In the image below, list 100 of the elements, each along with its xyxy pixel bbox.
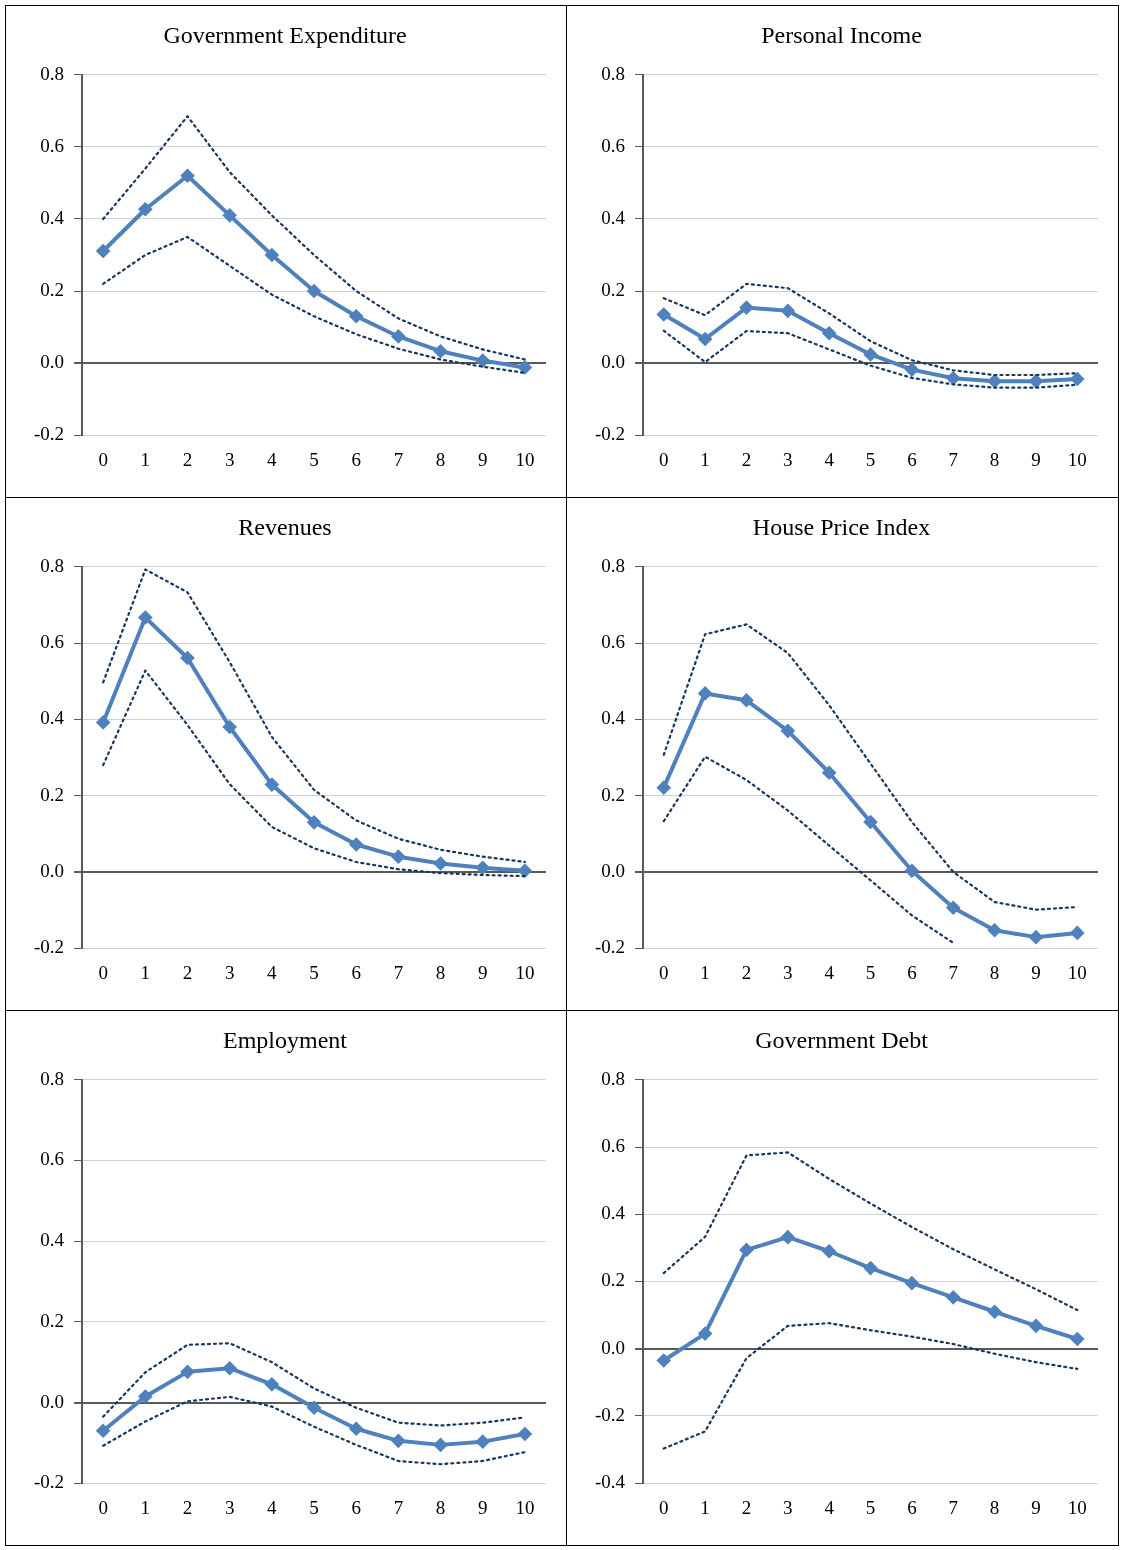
x-tick-label: 2 [741,1496,752,1518]
y-tick-label: 0.4 [601,707,626,729]
x-tick-label: 10 [515,961,535,983]
x-tick-label: 2 [182,1496,193,1518]
x-tick-label: 2 [182,961,193,983]
y-tick-label: 0.0 [40,859,65,881]
point [307,284,321,298]
point [1029,930,1043,944]
x-tick-label: 8 [435,961,446,983]
point [988,374,1002,388]
point [476,861,490,875]
x-tick-label: 0 [659,448,669,470]
x-tick-label: 1 [140,1496,151,1518]
y-tick-label: 0.8 [40,62,65,84]
x-tick-label: 5 [865,1496,876,1518]
x-tick-label: 1 [140,448,151,470]
y-tick-label: 0.8 [40,1067,65,1089]
point [138,611,152,625]
y-tick-label: 0.0 [601,1336,626,1358]
x-tick-label: 9 [477,961,488,983]
x-tick-label: 4 [267,448,278,470]
y-tick-label: 0.0 [40,351,65,373]
x-tick-label: 8 [989,961,1000,983]
y-tick-label: 0.0 [601,859,626,881]
y-tick-label: 0.8 [601,1067,626,1089]
point [657,781,671,795]
y-tick-label: 0.4 [40,206,65,228]
point [265,248,279,262]
point [1070,926,1084,940]
point [698,686,712,700]
x-tick-label: 7 [948,448,958,470]
x-tick-label: 1 [140,961,151,983]
x-tick-label: 10 [515,1496,535,1518]
x-tick-label: 10 [1067,1496,1087,1518]
y-tick-label: 0.6 [40,631,65,653]
point [946,901,960,915]
point [698,1327,712,1341]
y-tick-label: 0.4 [40,1229,65,1251]
line-series [662,755,955,944]
point [349,309,363,323]
x-tick-label: 8 [435,448,446,470]
chart-title: Government Debt [755,1026,929,1053]
x-tick-label: 6 [351,961,361,983]
x-tick-label: 0 [98,961,108,983]
x-tick-label: 6 [907,448,917,470]
point [946,371,960,385]
chart-title: Government Expenditure [163,21,407,48]
x-tick-label: 9 [477,1496,488,1518]
x-tick-label: 6 [351,448,361,470]
x-tick-label: 3 [783,448,793,470]
point [698,332,712,346]
y-tick-label: 0.2 [40,1309,65,1331]
point [518,1427,532,1441]
x-tick-label: 9 [1031,448,1041,470]
x-tick-label: 0 [659,961,669,983]
point [946,1290,960,1304]
x-tick-label: 8 [435,1496,446,1518]
point [476,1435,490,1449]
y-tick-label: 0.4 [601,206,626,228]
point [96,244,110,258]
point [1029,1319,1043,1333]
y-tick-label: -0.4 [595,1471,626,1493]
y-tick-label: 0.2 [40,279,65,301]
y-tick-label: 0.0 [40,1390,65,1412]
x-tick-label: 0 [98,1496,108,1518]
y-tick-label: 0.8 [601,554,626,576]
point [905,1276,919,1290]
chart-title: Employment [223,1026,348,1053]
x-tick-label: 3 [224,961,235,983]
x-tick-label: 3 [224,1496,235,1518]
point [349,837,363,851]
x-tick-label: 6 [351,1496,361,1518]
point [988,923,1002,937]
x-tick-label: 7 [393,448,404,470]
x-tick-label: 4 [824,448,835,470]
point [905,363,919,377]
point [822,326,836,340]
y-tick-label: 0.6 [601,631,626,653]
point [864,815,878,829]
x-tick-label: 5 [309,1496,319,1518]
point [476,354,490,368]
x-tick-label: 9 [1031,1496,1041,1518]
point [181,651,195,665]
chart-title: House Price Index [752,513,931,540]
y-tick-label: 0.2 [601,279,626,301]
x-tick-label: 4 [267,1496,278,1518]
point [781,724,795,738]
y-tick-label: 0.6 [40,1148,65,1170]
y-tick-label: 0.2 [40,783,65,805]
y-tick-label: -0.2 [34,936,65,958]
x-tick-label: 9 [477,448,488,470]
x-tick-label: 10 [1067,961,1087,983]
y-tick-label: 0.6 [601,1135,626,1157]
point [349,1422,363,1436]
x-tick-label: 8 [989,1496,1000,1518]
chart-title: Personal Income [761,21,922,48]
point [391,1434,405,1448]
point [96,1424,110,1438]
y-tick-label: 0.8 [40,554,65,576]
point [434,857,448,871]
